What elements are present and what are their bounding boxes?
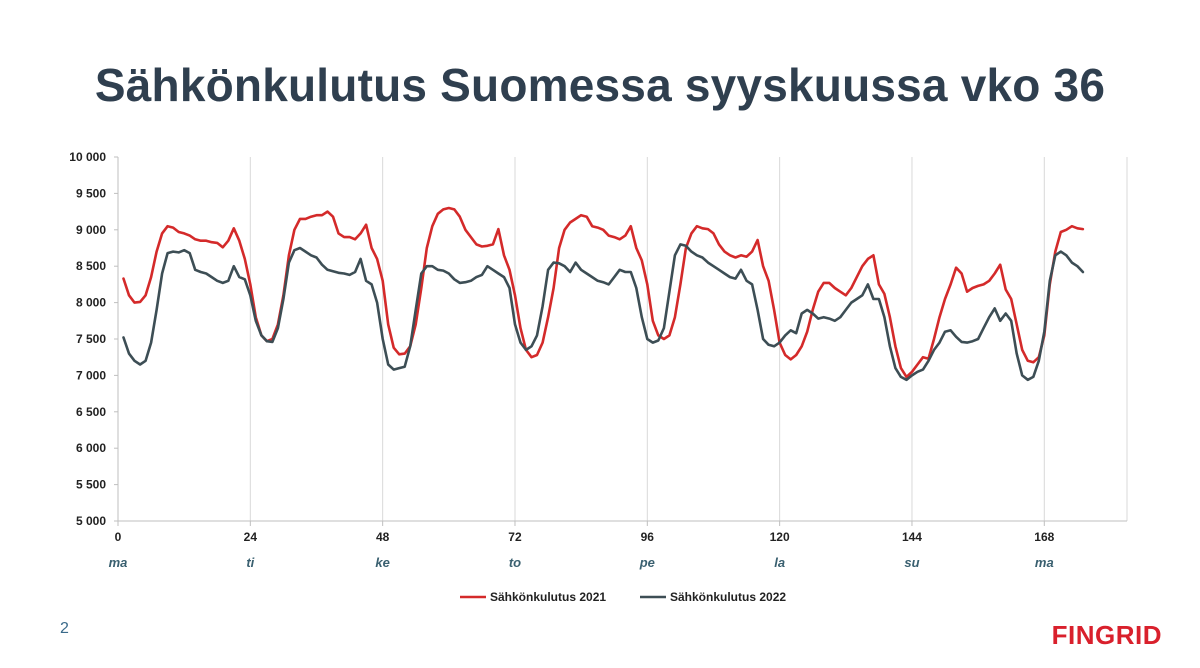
- day-label-to: to: [509, 555, 521, 570]
- slide-title: Sähkönkulutus Suomessa syyskuussa vko 36: [94, 59, 1106, 111]
- x-tick-label: 96: [641, 530, 655, 544]
- y-tick-label: 6 500: [76, 405, 106, 419]
- y-tick-label: 5 500: [76, 478, 106, 492]
- y-tick-label: 6 000: [76, 441, 106, 455]
- x-tick-label: 144: [902, 530, 922, 544]
- page-number: 2: [60, 620, 69, 637]
- y-tick-label: 8 500: [76, 259, 106, 273]
- chart-legend: Sähkönkulutus 2021 Sähkönkulutus 2022: [460, 590, 786, 604]
- day-label-ma: ma: [109, 555, 128, 570]
- x-tick-label: 0: [115, 530, 122, 544]
- y-tick-label: 7 500: [76, 332, 106, 346]
- day-label-su: su: [904, 555, 919, 570]
- y-tick-label: 7 000: [76, 368, 106, 382]
- day-label-ke: ke: [375, 555, 389, 570]
- x-tick-label: 72: [508, 530, 522, 544]
- x-tick-label: 48: [376, 530, 390, 544]
- day-label-la: la: [774, 555, 785, 570]
- series-line-2022: [122, 243, 1085, 382]
- x-tick-label: 120: [770, 530, 790, 544]
- chart-series: [122, 206, 1085, 382]
- series-line-2021: [122, 206, 1085, 379]
- day-label-ti: ti: [246, 555, 254, 570]
- y-tick-label: 8 000: [76, 296, 106, 310]
- y-tick-label: 9 000: [76, 223, 106, 237]
- legend-label-2022: Sähkönkulutus 2022: [670, 590, 786, 604]
- y-tick-label: 9 500: [76, 186, 106, 200]
- chart-axes: 5 000 5 500 6 000 6 500 7 000 7 500 8 000 8 500…: [69, 150, 1127, 570]
- day-label-ma: ma: [1035, 555, 1054, 570]
- fingrid-logo: FINGRID: [1051, 620, 1162, 650]
- day-label-pe: pe: [639, 555, 655, 570]
- legend-label-2021: Sähkönkulutus 2021: [490, 590, 606, 604]
- y-tick-label: 10 000: [69, 150, 106, 164]
- y-tick-label: 5 000: [76, 514, 106, 528]
- x-tick-label: 168: [1034, 530, 1054, 544]
- x-tick-label: 24: [244, 530, 258, 544]
